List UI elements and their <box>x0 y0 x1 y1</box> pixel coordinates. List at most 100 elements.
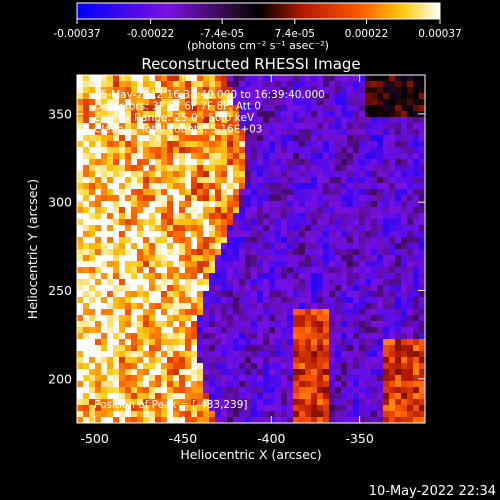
heatmap-cell <box>143 249 150 256</box>
heatmap-cell <box>335 183 342 190</box>
heatmap-cell <box>329 345 336 352</box>
heatmap-cell <box>335 255 342 262</box>
heatmap-cell <box>251 111 258 118</box>
heatmap-cell <box>215 351 222 358</box>
heatmap-cell <box>197 363 204 370</box>
heatmap-cell <box>317 207 324 214</box>
heatmap-cell <box>215 309 222 316</box>
heatmap-cell <box>125 243 132 250</box>
heatmap-cell <box>185 273 192 280</box>
heatmap-cell <box>413 75 420 82</box>
heatmap-cell <box>101 225 108 232</box>
heatmap-cell <box>203 231 210 238</box>
heatmap-cell <box>269 195 276 202</box>
heatmap-cell <box>131 291 138 298</box>
heatmap-cell <box>95 399 102 406</box>
heatmap-cell <box>125 375 132 382</box>
annotation-line: Detectors: 3F 5F 6F 7F 8F, Att 0 <box>94 101 261 113</box>
heatmap-cell <box>263 339 270 346</box>
heatmap-cell <box>143 99 150 106</box>
heatmap-cell <box>287 261 294 268</box>
heatmap-cell <box>227 213 234 220</box>
heatmap-cell <box>185 261 192 268</box>
heatmap-cell <box>389 195 396 202</box>
heatmap-cell <box>377 375 384 382</box>
heatmap-cell <box>239 261 246 268</box>
heatmap-cell <box>245 171 252 178</box>
heatmap-cell <box>107 135 114 142</box>
heatmap-cell <box>323 285 330 292</box>
heatmap-cell <box>113 279 120 286</box>
heatmap-cell <box>371 369 378 376</box>
heatmap-cell <box>107 195 114 202</box>
heatmap-cell <box>281 207 288 214</box>
heatmap-cell <box>347 81 354 88</box>
heatmap-cell <box>149 363 156 370</box>
heatmap-cell <box>323 363 330 370</box>
heatmap-cell <box>161 369 168 376</box>
heatmap-cell <box>167 249 174 256</box>
heatmap-cell <box>203 327 210 334</box>
heatmap-cell <box>143 303 150 310</box>
heatmap-cell <box>101 393 108 400</box>
heatmap-cell <box>185 279 192 286</box>
heatmap-cell <box>173 291 180 298</box>
heatmap-cell <box>293 201 300 208</box>
heatmap-cell <box>401 375 408 382</box>
heatmap-cell <box>95 243 102 250</box>
heatmap-cell <box>251 177 258 184</box>
heatmap-cell <box>377 243 384 250</box>
heatmap-cell <box>317 357 324 364</box>
heatmap-cell <box>197 165 204 172</box>
heatmap-cell <box>323 273 330 280</box>
heatmap-cell <box>269 261 276 268</box>
heatmap-cell <box>353 297 360 304</box>
heatmap-cell <box>179 117 186 124</box>
heatmap-cell <box>347 393 354 400</box>
heatmap-cell <box>401 417 408 423</box>
heatmap-cell <box>377 225 384 232</box>
heatmap-cell <box>299 315 306 322</box>
heatmap-cell <box>89 171 96 178</box>
heatmap-cell <box>251 345 258 352</box>
heatmap-cell <box>221 213 228 220</box>
heatmap-cell <box>227 111 234 118</box>
heatmap-cell <box>287 375 294 382</box>
heatmap-cell <box>353 309 360 316</box>
heatmap-cell <box>275 213 282 220</box>
heatmap-cell <box>233 207 240 214</box>
heatmap-cell <box>191 99 198 106</box>
heatmap-cell <box>395 339 402 346</box>
heatmap-cell <box>347 159 354 166</box>
heatmap-cell <box>125 363 132 370</box>
heatmap-cell <box>149 309 156 316</box>
heatmap-cell <box>365 321 372 328</box>
heatmap-cell <box>359 315 366 322</box>
heatmap-cell <box>371 123 378 130</box>
heatmap-cell <box>311 195 318 202</box>
heatmap-cell <box>383 213 390 220</box>
heatmap-cell <box>389 189 396 196</box>
heatmap-cell <box>347 333 354 340</box>
heatmap-cell <box>413 345 420 352</box>
heatmap-cell <box>137 279 144 286</box>
heatmap-cell <box>143 153 150 160</box>
heatmap-cell <box>257 183 264 190</box>
heatmap-cell <box>293 309 300 316</box>
heatmap-cell <box>155 387 162 394</box>
heatmap-cell <box>101 165 108 172</box>
heatmap-cell <box>131 135 138 142</box>
heatmap-cell <box>107 369 114 376</box>
heatmap-cell <box>419 183 425 190</box>
heatmap-cell <box>113 135 120 142</box>
heatmap-cell <box>347 117 354 124</box>
heatmap-cell <box>413 297 420 304</box>
heatmap-cell <box>179 237 186 244</box>
heatmap-cell <box>149 339 156 346</box>
heatmap-cell <box>377 291 384 298</box>
heatmap-cell <box>245 213 252 220</box>
heatmap-cell <box>413 153 420 160</box>
heatmap-cell <box>323 213 330 220</box>
heatmap-cell <box>125 381 132 388</box>
heatmap-cell <box>191 321 198 328</box>
